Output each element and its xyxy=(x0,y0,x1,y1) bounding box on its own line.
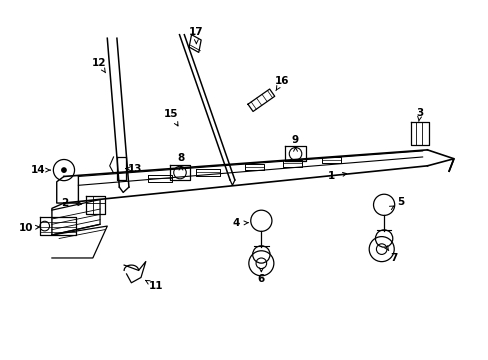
Text: 12: 12 xyxy=(92,58,106,68)
Circle shape xyxy=(61,167,67,173)
Text: 1: 1 xyxy=(327,171,334,181)
Text: 13: 13 xyxy=(127,164,142,174)
Text: 15: 15 xyxy=(164,109,178,120)
Text: 9: 9 xyxy=(291,135,299,145)
Text: 4: 4 xyxy=(232,218,240,228)
Text: 11: 11 xyxy=(148,281,163,291)
Text: 17: 17 xyxy=(189,27,203,37)
Text: 16: 16 xyxy=(274,76,289,86)
Text: 5: 5 xyxy=(397,197,404,207)
Text: 8: 8 xyxy=(177,153,184,163)
Text: 7: 7 xyxy=(389,253,397,263)
Text: 14: 14 xyxy=(31,165,46,175)
Text: 6: 6 xyxy=(257,274,264,284)
Text: 10: 10 xyxy=(19,223,33,233)
Text: 3: 3 xyxy=(416,108,423,118)
Text: 2: 2 xyxy=(61,198,68,208)
